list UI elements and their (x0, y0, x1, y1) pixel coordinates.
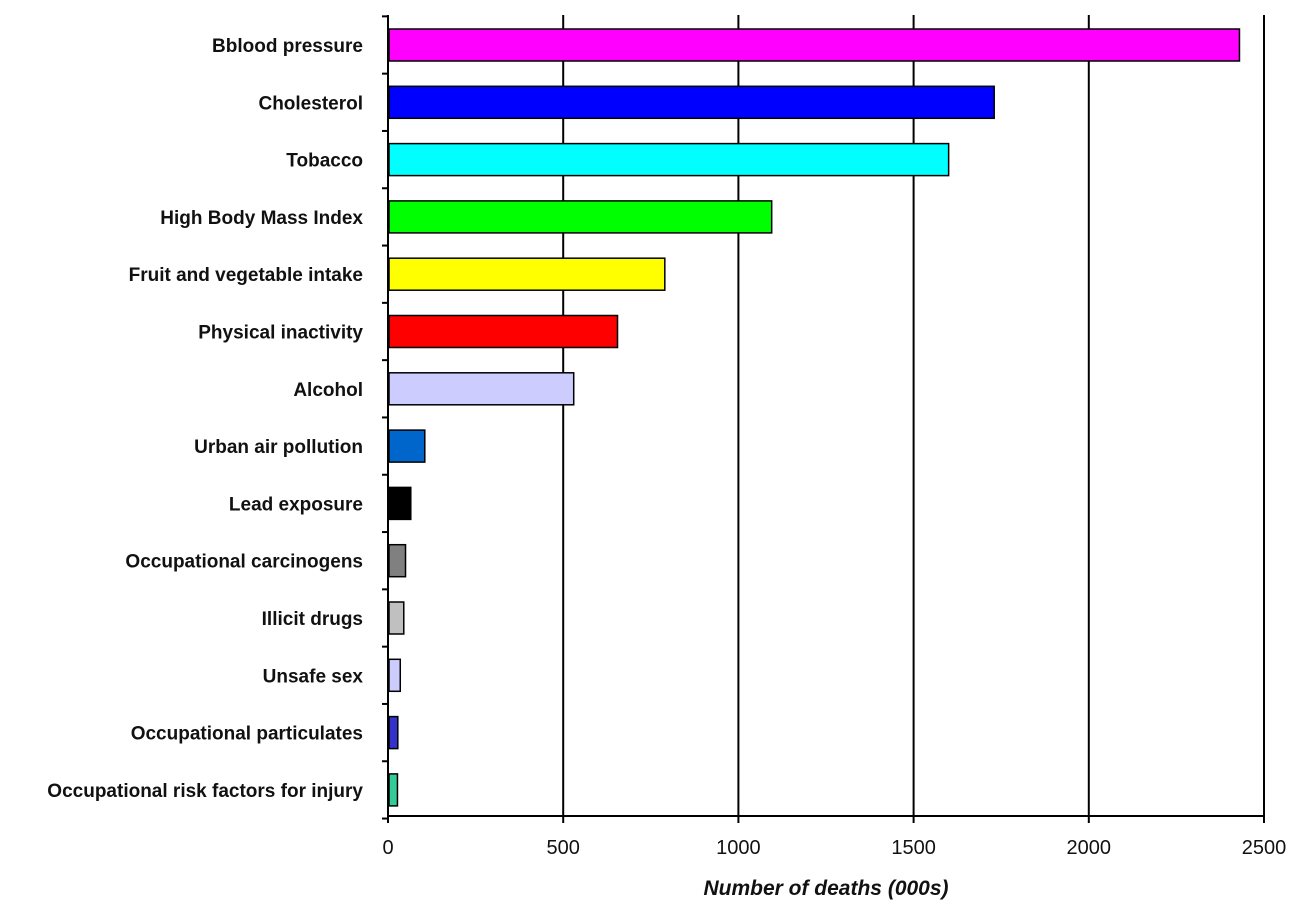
category-label-1: Cholesterol (258, 93, 363, 114)
category-label-9: Occupational carcinogens (125, 552, 363, 573)
category-label-13: Occupational risk factors for injury (47, 781, 363, 802)
bar-10 (388, 601, 405, 635)
category-label-0: Bblood pressure (212, 36, 363, 57)
bar-9 (388, 543, 407, 578)
category-label-6: Alcohol (293, 380, 363, 401)
category-label-5: Physical inactivity (198, 323, 363, 344)
bar-0 (388, 28, 1241, 62)
category-label-4: Fruit and vegetable intake (129, 265, 363, 286)
x-tick-label-0: 0 (382, 837, 393, 859)
x-tick-label-500: 500 (547, 837, 580, 859)
x-tick-label-1500: 1500 (891, 837, 936, 859)
x-tick-label-1000: 1000 (716, 837, 761, 859)
x-axis-title: Number of deaths (000s) (703, 877, 948, 900)
category-label-10: Illicit drugs (262, 609, 363, 630)
category-label-2: Tobacco (286, 151, 363, 172)
x-tick-label-2500: 2500 (1242, 837, 1287, 859)
category-label-8: Lead exposure (229, 494, 363, 515)
bar-4 (388, 257, 666, 291)
category-label-7: Urban air pollution (194, 437, 363, 458)
x-tick-label-2000: 2000 (1067, 837, 1112, 859)
bar-6 (388, 372, 575, 406)
bar-13 (388, 773, 399, 807)
bar-1 (388, 85, 995, 120)
bar-8 (388, 486, 412, 521)
bar-12 (388, 715, 399, 750)
bar-3 (388, 200, 773, 234)
category-label-11: Unsafe sex (263, 666, 364, 687)
category-label-3: High Body Mass Index (160, 208, 363, 229)
bar-11 (388, 658, 402, 693)
bar-5 (388, 314, 619, 349)
category-label-12: Occupational particulates (131, 724, 363, 745)
bar-2 (388, 142, 950, 177)
bar-7 (388, 429, 426, 463)
